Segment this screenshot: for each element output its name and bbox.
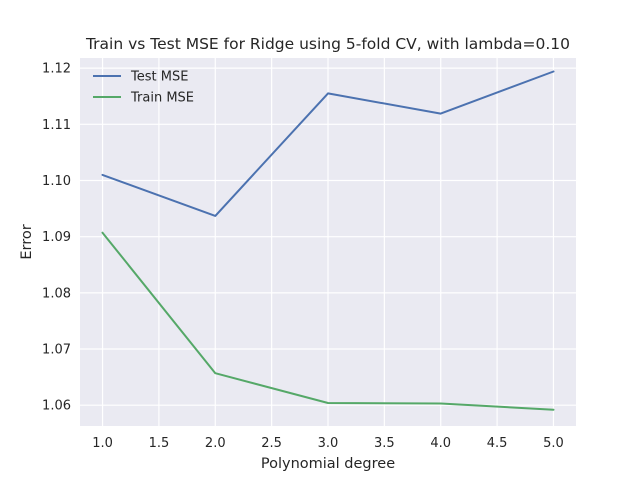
y-tick-label: 1.11 [42, 118, 71, 133]
x-tick-label: 4.0 [430, 436, 451, 451]
y-tick-label: 1.08 [42, 286, 71, 301]
legend-label-test-mse: Test MSE [130, 70, 188, 85]
y-axis-label: Error [19, 224, 35, 259]
chart-title: Train vs Test MSE for Ridge using 5-fold… [85, 35, 570, 53]
y-tick-label: 1.07 [42, 343, 71, 358]
y-tick-label: 1.09 [42, 230, 71, 245]
x-tick-label: 3.5 [374, 436, 395, 451]
grid-lines [80, 58, 576, 426]
x-tick-label: 1.0 [92, 436, 113, 451]
series-lines [101, 70, 555, 411]
legend: Test MSE Train MSE [93, 70, 194, 106]
x-tick-label: 1.5 [149, 436, 170, 451]
x-tick-label: 4.5 [487, 436, 508, 451]
y-tick-label: 1.06 [42, 399, 71, 414]
x-tick-label: 2.5 [261, 436, 282, 451]
test-mse-line [101, 70, 555, 217]
x-axis-label: Polynomial degree [261, 456, 395, 472]
train-mse-line [101, 231, 555, 411]
y-tick-label: 1.12 [42, 62, 71, 77]
y-tick-label: 1.10 [42, 174, 71, 189]
x-tick-label: 2.0 [205, 436, 226, 451]
x-tick-label: 3.0 [318, 436, 339, 451]
legend-label-train-mse: Train MSE [130, 91, 194, 106]
tick-labels: 1.0 1.5 2.0 2.5 3.0 3.5 4.0 4.5 5.0 1.06 1.07 1.08 1… [42, 62, 564, 451]
x-tick-label: 5.0 [543, 436, 564, 451]
